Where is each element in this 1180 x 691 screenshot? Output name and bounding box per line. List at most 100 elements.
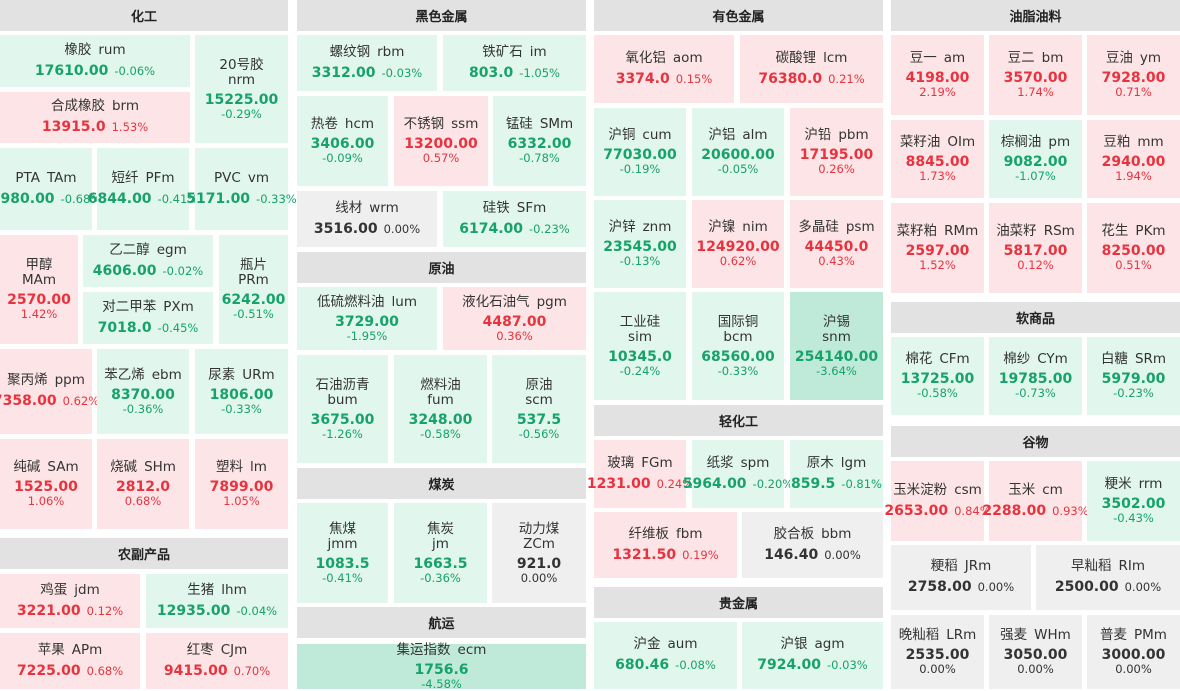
contract-tile-ppm[interactable]: 聚丙烯 ppm 7358.00 0.62% [0,349,99,434]
contract-tile-RSm[interactable]: 油菜籽 RSm 5817.00 0.12% [989,203,1082,293]
contract-tile-PKm[interactable]: 花生 PKm 8250.00 0.51% [1087,203,1180,293]
contract-name: 粳米 rrm [1105,477,1163,492]
contract-tile-rum[interactable]: 橡胶 rum 17610.00 -0.06% [0,35,190,87]
contract-tile-lcm[interactable]: 碳酸锂 lcm 76380.0 0.21% [740,35,883,103]
contract-tile-bm[interactable]: 豆二 bm 3570.00 1.74% [989,35,1082,115]
contract-tile-psm[interactable]: 多晶硅 psm 44450.0 0.43% [790,200,883,288]
contract-tile-spm[interactable]: 纸浆 spm 5964.00 -0.20% [683,440,793,508]
contract-tile-bum[interactable]: 石油沥青 bum 3675.00 -1.26% [297,355,388,463]
contract-tile-vm[interactable]: PVC vm 5171.00 -0.33% [186,148,297,230]
contract-tile-URm[interactable]: 尿素 URm 1806.00 -0.33% [195,349,288,434]
contract-tile-PFm[interactable]: 短纤 PFm 6844.00 -0.41% [88,148,198,230]
contract-tile-jdm[interactable]: 鸡蛋 jdm 3221.00 0.12% [0,574,140,628]
contract-code: WHm [1034,627,1071,643]
contract-tile-im[interactable]: 铁矿石 im 803.0 -1.05% [443,35,586,91]
contract-tile-aum[interactable]: 沪金 aum 680.46 -0.08% [594,622,737,689]
contract-tile-rbm[interactable]: 螺纹钢 rbm 3312.00 -0.03% [297,35,437,91]
contract-tile-scm[interactable]: 原油 scm 537.5 -0.56% [492,355,586,463]
contract-tile-znm[interactable]: 沪锌 znm 23545.00 -0.13% [594,200,686,288]
contract-tile-SHm[interactable]: 烧碱 SHm 2812.0 0.68% [97,439,189,529]
contract-tile-PMm[interactable]: 普麦 PMm 3000.00 0.00% [1087,615,1180,689]
contract-name: 沪锡 snm [822,314,851,345]
contract-tile-pgm[interactable]: 液化石油气 pgm 4487.00 0.36% [443,287,586,350]
contract-tile-aom[interactable]: 氧化铝 aom 3374.0 0.15% [594,35,734,103]
contract-tile-nrm[interactable]: 20号胶 nrm 15225.00 -0.29% [195,35,288,143]
contract-tile-mm[interactable]: 豆粕 mm 2940.00 1.94% [1087,120,1180,198]
contract-tile-WHm[interactable]: 强麦 WHm 3050.00 0.00% [989,615,1082,689]
contract-tile-pbm[interactable]: 沪铅 pbm 17195.00 0.26% [790,108,883,196]
contract-tile-MAm[interactable]: 甲醇 MAm 2570.00 1.42% [0,235,78,344]
contract-tile-ZCm[interactable]: 动力煤 ZCm 921.0 0.00% [492,503,586,603]
contract-name-cn: 油菜籽 [996,223,1037,239]
contract-tile-lum[interactable]: 低硫燃料油 lum 3729.00 -1.95% [297,287,437,350]
contract-tile-CFm[interactable]: 棉花 CFm 13725.00 -0.58% [891,337,984,415]
contract-tile-PRm[interactable]: 瓶片 PRm 6242.00 -0.51% [219,235,288,344]
contract-code: SFm [516,199,547,216]
contract-tile-CJm[interactable]: 红枣 CJm 9415.00 0.70% [146,633,288,689]
contract-tile-pm[interactable]: 棕榈油 pm 9082.00 -1.07% [989,120,1082,198]
change-percent: 0.00% [1017,662,1054,676]
change-percent: -0.45% [157,320,199,335]
contract-name-cn: 强麦 [1000,627,1028,643]
change-percent: -0.08% [675,658,716,672]
section-header-soft: 软商品 [891,302,1180,333]
contract-tile-egm[interactable]: 乙二醇 egm 4606.00 -0.02% [83,235,213,287]
contract-tile-CYm[interactable]: 棉纱 CYm 19785.00 -0.73% [989,337,1082,415]
contract-tile-bcm[interactable]: 国际铜 bcm 68560.00 -0.33% [692,292,784,400]
contract-tile-OIm[interactable]: 菜籽油 OIm 8845.00 1.73% [891,120,984,198]
contract-tile-FGm[interactable]: 玻璃 FGm 1231.00 0.24% [587,440,693,508]
contract-tile-JRm[interactable]: 粳稻 JRm 2758.00 0.00% [891,545,1031,610]
contract-tile-cum[interactable]: 沪铜 cum 77030.00 -0.19% [594,108,686,196]
contract-tile-RIm[interactable]: 早籼稻 RIm 2500.00 0.00% [1036,545,1180,610]
contract-tile-cm[interactable]: 玉米 cm 2288.00 0.93% [982,461,1089,541]
contract-tile-bbm[interactable]: 胶合板 bbm 146.40 0.00% [742,512,883,578]
contract-tile-TAm[interactable]: PTA TAm 4980.00 -0.68% [0,148,101,230]
contract-tile-alm[interactable]: 沪铝 alm 20600.00 -0.05% [692,108,784,196]
quote-line: 6332.00 -0.78% [508,135,572,165]
contract-tile-agm[interactable]: 沪银 agm 7924.00 -0.03% [742,622,883,689]
contract-name: 沪铜 cum [608,128,671,143]
contract-code: CYm [1037,351,1068,367]
contract-tile-jm[interactable]: 焦炭 jm 1663.5 -0.36% [394,503,487,603]
quote-line: 7358.00 0.62% [0,391,99,410]
contract-tile-csm[interactable]: 玉米淀粉 csm 2653.00 0.84% [884,461,991,541]
contract-tile-lm[interactable]: 塑料 lm 7899.00 1.05% [195,439,288,529]
contract-name: 烧碱 SHm [110,460,176,475]
contract-name: 生猪 lhm [187,582,246,598]
contract-tile-rrm[interactable]: 粳米 rrm 3502.00 -0.43% [1087,461,1180,541]
contract-price: 1083.5 [315,555,370,572]
quote-line: 2535.00 0.00% [906,646,970,676]
contract-tile-SAm[interactable]: 纯碱 SAm 1525.00 1.06% [0,439,92,529]
contract-tile-jmm[interactable]: 焦煤 jmm 1083.5 -0.41% [297,503,388,603]
contract-tile-ssm[interactable]: 不锈钢 ssm 13200.00 0.57% [394,96,488,186]
contract-tile-fum[interactable]: 燃料油 fum 3248.00 -0.58% [394,355,487,463]
contract-tile-nim[interactable]: 沪镍 nim 124920.00 0.62% [692,200,784,288]
contract-code: spm [740,454,770,471]
contract-tile-SRm[interactable]: 白糖 SRm 5979.00 -0.23% [1087,337,1180,415]
contract-price: 76380.0 [758,70,823,87]
contract-name: 动力煤 ZCm [519,521,560,552]
contract-tile-RMm[interactable]: 菜籽粕 RMm 2597.00 1.52% [891,203,984,293]
contract-tile-ym[interactable]: 豆油 ym 7928.00 0.71% [1087,35,1180,115]
contract-tile-fbm[interactable]: 纤维板 fbm 1321.50 0.19% [594,512,737,578]
contract-tile-brm[interactable]: 合成橡胶 brm 13915.0 1.53% [0,92,190,143]
contract-tile-LRm[interactable]: 晚籼稻 LRm 2535.00 0.00% [891,615,984,689]
contract-tile-APm[interactable]: 苹果 APm 7225.00 0.68% [0,633,140,689]
contract-name: 瓶片 PRm [238,258,269,288]
change-percent: -0.02% [162,263,204,278]
contract-tile-PXm[interactable]: 对二甲苯 PXm 7018.0 -0.45% [83,292,213,344]
contract-tile-SFm[interactable]: 硅铁 SFm 6174.00 -0.23% [443,191,586,247]
contract-tile-ebm[interactable]: 苯乙烯 ebm 8370.00 -0.36% [97,349,189,434]
contract-tile-lhm[interactable]: 生猪 lhm 12935.00 -0.04% [146,574,288,628]
contract-tile-am[interactable]: 豆一 am 4198.00 2.19% [891,35,984,115]
contract-tile-SMm[interactable]: 锰硅 SMm 6332.00 -0.78% [493,96,586,186]
contract-tile-snm[interactable]: 沪锡 snm 254140.00 -3.64% [790,292,883,400]
contract-tile-hcm[interactable]: 热卷 hcm 3406.00 -0.09% [297,96,388,186]
contract-name: 合成橡胶 brm [51,99,139,114]
contract-tile-wrm[interactable]: 线材 wrm 3516.00 0.00% [297,191,437,247]
contract-tile-sim[interactable]: 工业硅 sim 10345.0 -0.24% [594,292,686,400]
contract-price: 13725.00 [900,371,975,387]
change-percent: -0.04% [236,603,278,618]
contract-tile-lgm[interactable]: 原木 lgm 859.5 -0.81% [790,440,883,508]
contract-tile-ecm[interactable]: 集运指数 ecm 1756.6 -4.58% [297,642,586,690]
